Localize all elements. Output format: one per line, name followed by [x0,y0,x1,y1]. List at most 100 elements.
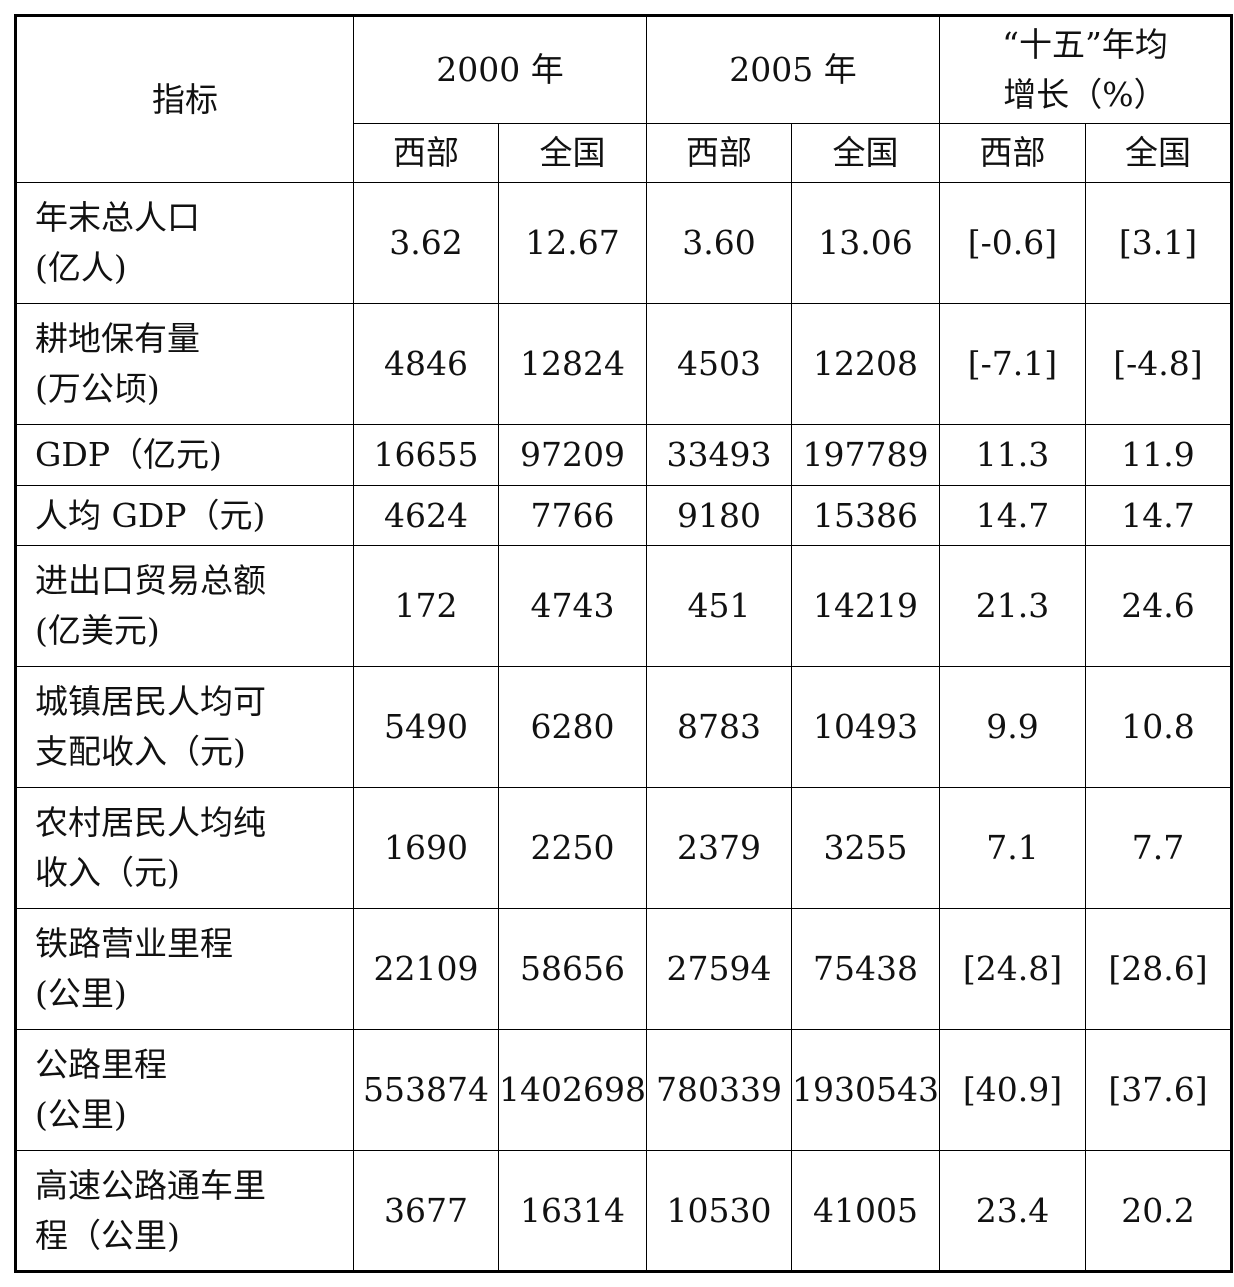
row-label-line: 收入（元) [35,853,180,892]
cell-value: 58656 [498,908,647,1030]
data-table: 指标 2000 年 2005 年 “十五”年均 增长（%） 西部 全国 西部 全国 西部 全国 年末总… [14,14,1233,1273]
subheader: 全国 [790,123,940,183]
cell-value: 8783 [645,666,792,788]
cell-value: 12824 [498,303,647,425]
cell-value: 24.6 [1084,545,1232,667]
cell-value: 14.7 [938,485,1086,546]
cell-value: 7766 [498,485,647,546]
cell-value: 197789 [790,424,940,486]
cell-value: 9180 [645,485,792,546]
row-label-line: 农村居民人均纯 [35,803,266,842]
row-label-line: 城镇居民人均可 [35,682,266,721]
cell-value: 553874 [353,1029,499,1151]
row-label-line: (公里) [35,1095,127,1134]
cell-value: 451 [645,545,792,667]
cell-value: 14.7 [1084,485,1232,546]
cell-value: 22109 [353,908,499,1030]
subheader: 西部 [645,123,792,183]
cell-value: 4503 [645,303,792,425]
cell-value: 23.4 [938,1150,1086,1272]
row-label-line: 年末总人口 [35,198,200,237]
data-row: 铁路营业里程 (公里) 22109 58656 27594 75438 [24.8] [28.… [15,908,1232,1030]
header-row: 指标 2000 年 2005 年 “十五”年均 增长（%） [15,15,1232,183]
cell-value: [37.6] [1084,1029,1232,1151]
cell-value: 27594 [645,908,792,1030]
row-label-line: 程（公里) [35,1215,180,1255]
row-label: 耕地保有量 (万公顷) [15,303,354,425]
subheader: 全国 [498,123,647,183]
row-label: 年末总人口 (亿人) [15,182,354,304]
row-label-line: GDP（亿元) [35,435,222,474]
data-row: 年末总人口 (亿人) 3.62 12.67 3.60 13.06 [-0.6] [3.1] [15,182,1232,304]
cell-value: 4624 [353,485,499,546]
cell-value: 6280 [498,666,647,788]
header-year: 2005 年 [645,15,940,124]
data-row: 人均 GDP（元) 4624 7766 9180 15386 14.7 14.7 [15,485,1232,546]
cell-value: [24.8] [938,908,1086,1030]
data-row: 耕地保有量 (万公顷) 4846 12824 4503 12208 [-7.1] [-4.8] [15,303,1232,425]
data-row: 农村居民人均纯 收入（元) 1690 2250 2379 3255 7.1 7.7 [15,787,1232,909]
subheader: 西部 [938,123,1086,183]
row-label-line: 支配收入（元) [35,732,246,771]
row-label-line: (万公顷) [35,369,160,408]
header-growth-line: “十五”年均 [1002,25,1168,64]
cell-value: 21.3 [938,545,1086,667]
data-row: 高速公路通车里 程（公里) 3677 16314 10530 41005 23.4 20.2 [15,1150,1232,1272]
cell-value: 2250 [498,787,647,909]
cell-value: 33493 [645,424,792,486]
cell-value: 9.9 [938,666,1086,788]
row-label: 高速公路通车里 程（公里) [15,1150,354,1272]
data-row: 城镇居民人均可 支配收入（元) 5490 6280 8783 10493 9.9 10.8 [15,666,1232,788]
cell-value: 5490 [353,666,499,788]
row-label: 公路里程 (公里) [15,1029,354,1151]
header-year: 2000 年 [353,15,647,124]
row-label-line: (公里) [35,974,127,1013]
subheader: 西部 [353,123,499,183]
subheader: 全国 [1084,123,1232,183]
cell-value: 2379 [645,787,792,909]
cell-value: 172 [353,545,499,667]
row-label-line: 高速公路通车里 [35,1165,266,1205]
row-label-line: 进出口贸易总额 [35,561,266,600]
cell-value: [-7.1] [938,303,1086,425]
cell-value: 14219 [790,545,940,667]
cell-value: 4846 [353,303,499,425]
table-wrap: 指标 2000 年 2005 年 “十五”年均 增长（%） 西部 全国 西部 全国 西部 全国 年末总… [14,14,1233,1273]
row-label-line: 耕地保有量 [35,319,200,358]
row-label-line: 公路里程 [35,1045,167,1084]
data-row: 进出口贸易总额 (亿美元) 172 4743 451 14219 21.3 24.6 [15,545,1232,667]
cell-value: [40.9] [938,1029,1086,1151]
data-row: GDP（亿元) 16655 97209 33493 197789 11.3 11.9 [15,424,1232,486]
cell-value: 1402698 [498,1029,647,1151]
cell-value: 7.1 [938,787,1086,909]
cell-value: 7.7 [1084,787,1232,909]
cell-value: 12208 [790,303,940,425]
cell-value: [-0.6] [938,182,1086,304]
cell-value: 13.06 [790,182,940,304]
cell-value: 10493 [790,666,940,788]
row-label-line: (亿人) [35,248,127,287]
cell-value: 97209 [498,424,647,486]
header-growth: “十五”年均 增长（%） [938,15,1232,124]
row-label: 农村居民人均纯 收入（元) [15,787,354,909]
row-label-line: 铁路营业里程 [35,924,233,963]
row-label: 铁路营业里程 (公里) [15,908,354,1030]
cell-value: 10530 [645,1150,792,1272]
row-label-line: (亿美元) [35,611,160,650]
cell-value: 10.8 [1084,666,1232,788]
row-label-line: 人均 GDP（元) [35,495,266,535]
cell-value: 3677 [353,1150,499,1272]
row-label: GDP（亿元) [15,424,354,486]
cell-value: 1930543 [790,1029,940,1151]
header-growth-line: 增长（%） [1003,75,1167,114]
cell-value: 1690 [353,787,499,909]
cell-value: 4743 [498,545,647,667]
cell-value: 41005 [790,1150,940,1272]
row-label: 进出口贸易总额 (亿美元) [15,545,354,667]
cell-value: 16314 [498,1150,647,1272]
cell-value: 780339 [645,1029,792,1151]
header-indicator: 指标 [15,15,354,183]
cell-value: 16655 [353,424,499,486]
row-label: 城镇居民人均可 支配收入（元) [15,666,354,788]
data-row: 公路里程 (公里) 553874 1402698 780339 1930543 [40.9]… [15,1029,1232,1151]
